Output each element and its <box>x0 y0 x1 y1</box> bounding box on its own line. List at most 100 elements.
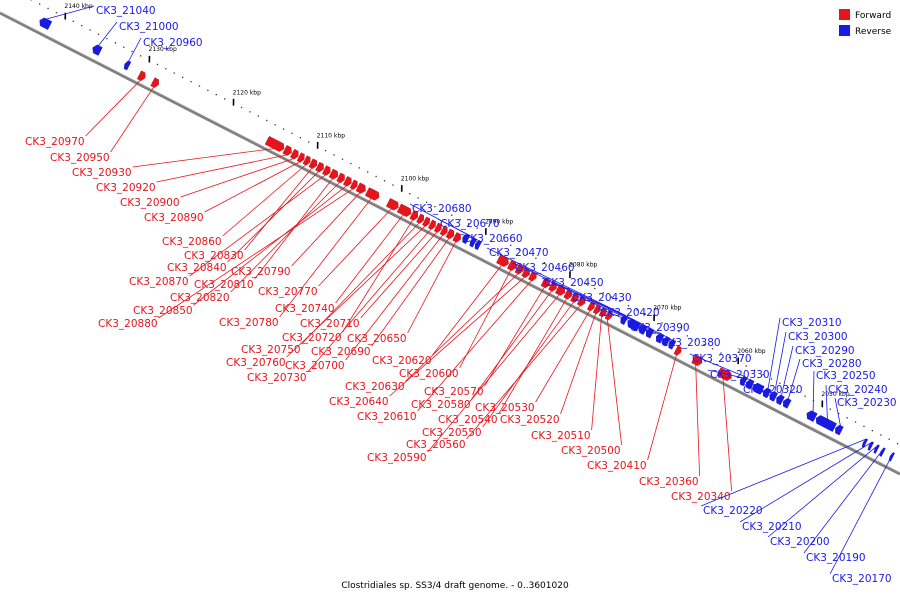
gene-label-ck3_20390[interactable]: CK3_20390 <box>630 322 690 334</box>
gene-arrow-ck3_20970[interactable] <box>136 70 146 82</box>
gene-label-ck3_20920[interactable]: CK3_20920 <box>96 182 156 194</box>
gene-arrow-ck3_20790[interactable] <box>355 182 366 194</box>
gene-arrow-ck3_20880[interactable] <box>349 179 358 190</box>
gene-arrow-ck3_21040[interactable] <box>39 17 53 30</box>
gene-label-ck3_20220[interactable]: CK3_20220 <box>703 505 763 517</box>
gene-label-ck3_20580[interactable]: CK3_20580 <box>411 399 471 411</box>
gene-label-ck3_21000[interactable]: CK3_21000 <box>119 21 179 33</box>
gene-label-ck3_20750[interactable]: CK3_20750 <box>241 344 301 356</box>
gene-arrow-ck3_20380[interactable] <box>668 339 677 350</box>
gene-label-ck3_20720[interactable]: CK3_20720 <box>282 332 342 344</box>
gene-label-ck3_20830[interactable]: CK3_20830 <box>184 250 244 262</box>
gene-label-ck3_20550[interactable]: CK3_20550 <box>422 427 482 439</box>
gene-arrow-ck3_20300[interactable] <box>769 391 779 402</box>
gene-label-ck3_20500[interactable]: CK3_20500 <box>561 445 621 457</box>
gene-label-ck3_20690[interactable]: CK3_20690 <box>311 346 371 358</box>
gene-label-ck3_20650[interactable]: CK3_20650 <box>347 333 407 345</box>
gene-arrow-ck3_20920[interactable] <box>282 145 292 156</box>
gene-arrow-ck3_20850[interactable] <box>343 176 352 187</box>
gene-label-ck3_20520[interactable]: CK3_20520 <box>500 414 560 426</box>
gene-label-ck3_20460[interactable]: CK3_20460 <box>515 262 575 274</box>
gene-arrow-ck3_20700[interactable] <box>439 225 448 236</box>
gene-label-ck3_20760[interactable]: CK3_20760 <box>226 357 286 369</box>
gene-label-ck3_20730[interactable]: CK3_20730 <box>247 372 307 384</box>
gene-arrow-ck3_21000[interactable] <box>92 44 103 56</box>
gene-arrow-ck3_20620[interactable] <box>496 254 509 267</box>
gene-arrow-ck3_20690[interactable] <box>445 228 455 240</box>
gene-label-ck3_20470[interactable]: CK3_20470 <box>489 247 549 259</box>
gene-arrow-ck3_20250[interactable] <box>806 410 818 422</box>
gene-arrow-ck3_20830[interactable] <box>308 158 317 169</box>
gene-arrow-ck3_20900[interactable] <box>290 148 299 160</box>
gene-label-ck3_20780[interactable]: CK3_20780 <box>219 317 279 329</box>
gene-arrow-ck3_20670[interactable] <box>469 237 477 248</box>
gene-label-ck3_20240[interactable]: CK3_20240 <box>828 384 888 396</box>
gene-label-ck3_20600[interactable]: CK3_20600 <box>399 368 459 380</box>
gene-label-ck3_20620[interactable]: CK3_20620 <box>372 355 432 367</box>
gene-arrow-ck3_20280[interactable] <box>783 398 792 409</box>
gene-label-ck3_20380[interactable]: CK3_20380 <box>661 337 721 349</box>
gene-arrow-ck3_20760[interactable] <box>422 216 430 227</box>
gene-arrow-ck3_20950[interactable] <box>150 77 159 88</box>
gene-label-ck3_20360[interactable]: CK3_20360 <box>639 476 699 488</box>
gene-label-ck3_20930[interactable]: CK3_20930 <box>72 167 132 179</box>
gene-label-ck3_20960[interactable]: CK3_20960 <box>143 37 203 49</box>
gene-label-ck3_20660[interactable]: CK3_20660 <box>463 233 523 245</box>
gene-label-ck3_20710[interactable]: CK3_20710 <box>300 318 360 330</box>
gene-label-ck3_20810[interactable]: CK3_20810 <box>194 279 254 291</box>
gene-label-ck3_21040[interactable]: CK3_21040 <box>96 5 156 17</box>
gene-arrow-ck3_20810[interactable] <box>328 168 339 180</box>
gene-label-ck3_20630[interactable]: CK3_20630 <box>345 381 405 393</box>
gene-arrow-ck3_20930[interactable] <box>264 136 285 152</box>
gene-label-ck3_20340[interactable]: CK3_20340 <box>671 491 731 503</box>
gene-label-ck3_20570[interactable]: CK3_20570 <box>424 386 484 398</box>
gene-arrow-ck3_20960[interactable] <box>123 60 132 71</box>
gene-label-ck3_20300[interactable]: CK3_20300 <box>788 331 848 343</box>
gene-arrow-ck3_20600[interactable] <box>507 260 517 271</box>
gene-arrow-ck3_20890[interactable] <box>296 152 305 163</box>
gene-label-ck3_20530[interactable]: CK3_20530 <box>475 402 535 414</box>
gene-label-ck3_20700[interactable]: CK3_20700 <box>285 360 345 372</box>
gene-arrow-ck3_20820[interactable] <box>336 172 345 184</box>
gene-arrow-ck3_20770[interactable] <box>385 198 399 211</box>
gene-label-ck3_20510[interactable]: CK3_20510 <box>531 430 591 442</box>
gene-label-ck3_20670[interactable]: CK3_20670 <box>440 218 500 230</box>
gene-label-ck3_20230[interactable]: CK3_20230 <box>837 397 897 409</box>
gene-label-ck3_20950[interactable]: CK3_20950 <box>50 152 110 164</box>
gene-arrow-ck3_20660[interactable] <box>474 240 482 251</box>
gene-arrow-ck3_20650[interactable] <box>452 232 461 243</box>
gene-arrow-ck3_20720[interactable] <box>409 210 418 221</box>
gene-arrow-ck3_20710[interactable] <box>433 222 442 233</box>
gene-label-ck3_20290[interactable]: CK3_20290 <box>795 345 855 357</box>
gene-label-ck3_20820[interactable]: CK3_20820 <box>170 292 230 304</box>
gene-label-ck3_20370[interactable]: CK3_20370 <box>692 353 752 365</box>
gene-arrow-ck3_20290[interactable] <box>776 394 785 406</box>
gene-arrow-ck3_20220[interactable] <box>861 438 869 448</box>
gene-label-ck3_20330[interactable]: CK3_20330 <box>710 369 770 381</box>
gene-arrow-ck3_20550[interactable] <box>570 292 579 303</box>
gene-label-ck3_20640[interactable]: CK3_20640 <box>329 396 389 408</box>
gene-label-ck3_20320[interactable]: CK3_20320 <box>743 384 803 396</box>
gene-label-ck3_20790[interactable]: CK3_20790 <box>231 266 291 278</box>
gene-arrow-ck3_20610[interactable] <box>528 270 537 282</box>
gene-arrow-ck3_20430[interactable] <box>645 327 655 339</box>
gene-arrow-ck3_20750[interactable] <box>416 213 425 224</box>
gene-label-ck3_20420[interactable]: CK3_20420 <box>600 307 660 319</box>
gene-label-ck3_20880[interactable]: CK3_20880 <box>98 318 158 330</box>
gene-label-ck3_20860[interactable]: CK3_20860 <box>162 236 222 248</box>
gene-label-ck3_20170[interactable]: CK3_20170 <box>832 573 892 585</box>
gene-arrow-ck3_20230[interactable] <box>835 424 844 436</box>
gene-label-ck3_20450[interactable]: CK3_20450 <box>544 277 604 289</box>
gene-arrow-ck3_20780[interactable] <box>364 187 380 201</box>
gene-label-ck3_20870[interactable]: CK3_20870 <box>129 276 189 288</box>
gene-label-ck3_20430[interactable]: CK3_20430 <box>572 292 632 304</box>
gene-label-ck3_20610[interactable]: CK3_20610 <box>357 411 417 423</box>
gene-label-ck3_20850[interactable]: CK3_20850 <box>133 305 193 317</box>
gene-label-ck3_20680[interactable]: CK3_20680 <box>412 203 472 215</box>
gene-label-ck3_20900[interactable]: CK3_20900 <box>120 197 180 209</box>
gene-arrow-ck3_20310[interactable] <box>762 387 772 399</box>
gene-label-ck3_20210[interactable]: CK3_20210 <box>742 521 802 533</box>
gene-label-ck3_20890[interactable]: CK3_20890 <box>144 212 204 224</box>
gene-arrow-ck3_20190[interactable] <box>879 447 886 457</box>
gene-label-ck3_20190[interactable]: CK3_20190 <box>806 552 866 564</box>
